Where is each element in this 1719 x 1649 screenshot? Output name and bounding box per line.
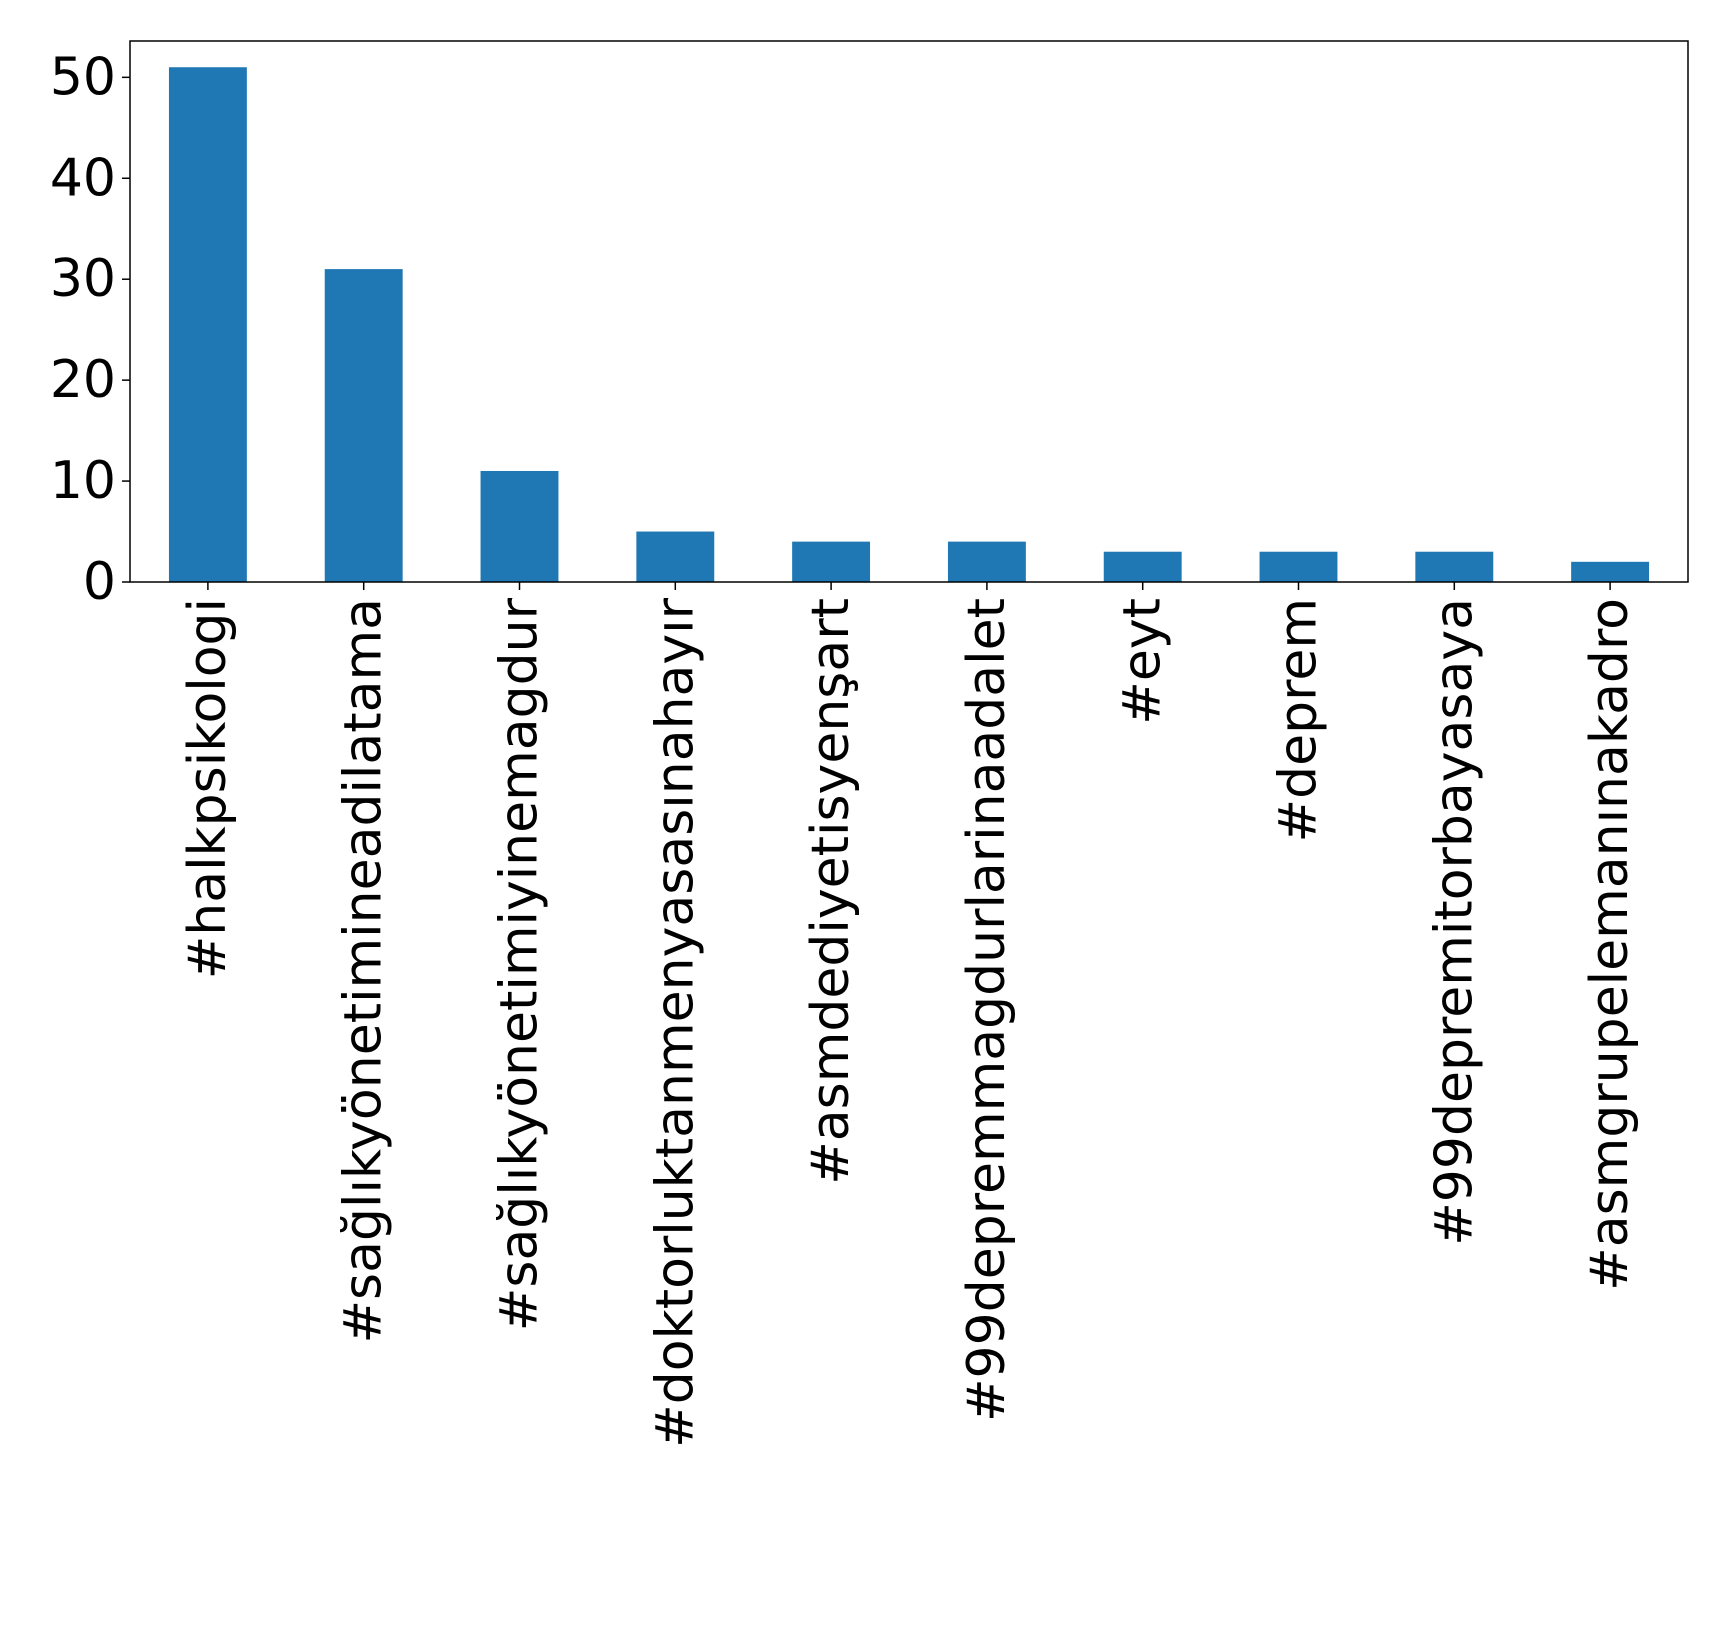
bars-layer	[168, 67, 1650, 582]
y-tick-label: 30	[50, 249, 116, 309]
y-tick-label: 0	[83, 552, 116, 612]
x-tick-label: #doktorluktanmenyasasınahayır	[645, 597, 705, 1447]
x-tick-label: #99depremmagdurlarinaadalet	[957, 598, 1017, 1422]
x-tick-label: #asmdediyetisyenşart	[801, 598, 861, 1185]
x-tick-label: #asmgrupelemanınakadro	[1580, 598, 1640, 1291]
x-tick-label: #99depremitorbayasaya	[1424, 598, 1484, 1246]
bar	[636, 531, 715, 582]
bar	[480, 470, 559, 582]
x-tick-label: #sağlıkyönetimineadilatama	[334, 598, 394, 1344]
y-tick-label: 20	[50, 350, 116, 410]
bar	[1571, 561, 1650, 582]
x-tick-label: #deprem	[1269, 598, 1329, 842]
y-tick-label: 10	[50, 451, 116, 511]
y-tick-label: 40	[50, 148, 116, 208]
x-tick-label: #sağlıkyönetimiyinemagdur	[490, 597, 550, 1331]
bar	[1415, 551, 1494, 582]
bar	[792, 541, 871, 582]
y-axis: 0 10 20 30 40 50	[50, 47, 130, 612]
bar	[1259, 551, 1338, 582]
y-tick-label: 50	[50, 47, 116, 107]
bar	[168, 67, 247, 582]
x-tick-label: #halkpsikologi	[178, 598, 238, 979]
x-axis: #halkpsikologi #sağlıkyönetimineadilatama…	[178, 582, 1640, 1448]
bar	[324, 269, 403, 582]
x-tick-label: #eyt	[1113, 598, 1173, 725]
bar	[1103, 551, 1182, 582]
bar	[947, 541, 1026, 582]
plot-frame	[129, 40, 1689, 583]
